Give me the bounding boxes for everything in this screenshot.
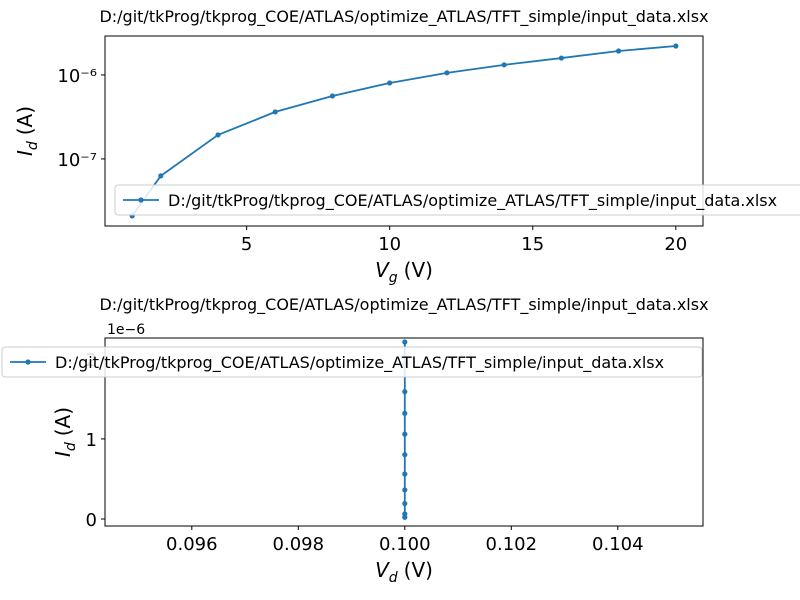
label-subscript: d [63, 442, 79, 451]
axes-frame [104, 35, 704, 227]
data-point [158, 173, 164, 179]
x-tick-label: 10 [378, 234, 401, 255]
legend: D:/git/tkProg/tkprog_COE/ATLAS/optimize_… [1, 346, 703, 378]
label-unit: (V) [404, 258, 433, 282]
label-subscript: g [389, 270, 398, 286]
data-point [402, 452, 408, 458]
data-point [402, 487, 408, 493]
data-point [402, 410, 408, 416]
data-point [444, 70, 450, 76]
data-point [387, 80, 393, 86]
label-symbol: V [375, 558, 390, 582]
label-unit: (A) [51, 407, 75, 436]
legend-label: D:/git/tkProg/tkprog_COE/ATLAS/optimize_… [55, 353, 664, 373]
x-tick-label: 0.096 [166, 534, 218, 555]
data-point [402, 339, 408, 345]
data-point [402, 511, 408, 517]
data-point [329, 93, 336, 99]
axes-title: D:/git/tkProg/tkprog_COE/ATLAS/optimize_… [99, 7, 708, 27]
data-point [558, 55, 564, 61]
y-tick-label: 10⁻⁶ [57, 66, 97, 87]
legend: D:/git/tkProg/tkprog_COE/ATLAS/optimize_… [114, 184, 800, 216]
x-tick-label: 0.100 [379, 534, 431, 555]
x-axis-label: Vd (V) [375, 558, 433, 586]
x-tick-label: 5 [241, 234, 252, 255]
y-tick-label: 1 [86, 430, 97, 451]
data-point [402, 471, 408, 477]
y-tick-label: 10⁻⁷ [57, 150, 97, 171]
label-unit: (V) [404, 558, 433, 582]
x-tick-label: 15 [521, 234, 544, 255]
x-tick-label: 0.102 [486, 534, 538, 555]
y-axis-label: Id (A) [13, 106, 41, 156]
data-point [402, 500, 408, 507]
x-tick-label: 0.104 [592, 534, 644, 555]
legend-marker [138, 197, 144, 203]
x-tick-label: 20 [664, 234, 687, 255]
axes-title: D:/git/tkProg/tkprog_COE/ATLAS/optimize_… [99, 295, 708, 315]
legend-marker [25, 359, 31, 365]
label-subscript: d [389, 570, 398, 586]
label-symbol: V [375, 258, 390, 282]
label-symbol: I [13, 150, 37, 156]
data-point [272, 109, 278, 115]
data-point [673, 43, 679, 49]
data-point [402, 431, 408, 437]
label-subscript: d [25, 141, 41, 150]
legend-box [1, 346, 703, 378]
y-axis-label: Id (A) [51, 407, 79, 457]
legend-box [114, 184, 800, 216]
label-symbol: I [51, 451, 75, 457]
label-unit: (A) [13, 106, 37, 135]
x-axis-label: Vg (V) [375, 258, 433, 286]
data-point [402, 389, 408, 395]
data-point [615, 48, 622, 54]
offset-text: 1e−6 [107, 322, 145, 338]
data-point [215, 132, 221, 138]
legend-label: D:/git/tkProg/tkprog_COE/ATLAS/optimize_… [168, 191, 777, 211]
data-point [501, 62, 507, 68]
axes-frame [104, 337, 704, 527]
y-tick-label: 0 [86, 510, 97, 531]
x-tick-label: 0.098 [273, 534, 325, 555]
